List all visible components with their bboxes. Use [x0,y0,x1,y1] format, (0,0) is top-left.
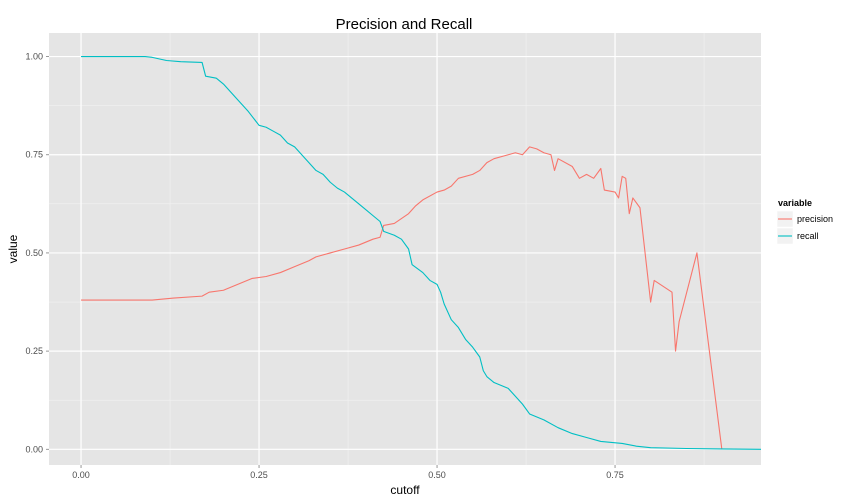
legend-label-recall: recall [797,231,819,241]
x-tick-label: 0.50 [428,470,446,480]
y-tick-label: 1.00 [25,52,43,62]
legend-label-precision: precision [797,214,833,224]
y-tick-label: 0.50 [25,248,43,258]
y-tick-label: 0.00 [25,444,43,454]
x-tick-label: 0.00 [72,470,90,480]
major-gridlines [49,33,761,465]
y-axis-title: value [6,234,20,263]
legend: variable precision recall [776,198,833,245]
minor-gridlines [49,33,761,465]
y-axis-ticks: 0.00 0.25 0.50 0.75 1.00 [25,52,49,454]
x-axis-title: cutoff [390,483,420,497]
chart-title: Precision and Recall [336,16,473,33]
x-tick-label: 0.75 [606,470,624,480]
legend-title: variable [778,198,812,208]
series-line-precision [81,146,723,450]
x-axis-ticks: 0.00 0.25 0.50 0.75 [72,465,624,480]
series-line-recall [81,56,762,450]
plot-background [49,33,761,465]
series-layer [81,56,762,450]
x-tick-label: 0.25 [250,470,268,480]
y-tick-label: 0.25 [25,346,43,356]
y-tick-label: 0.75 [25,150,43,160]
